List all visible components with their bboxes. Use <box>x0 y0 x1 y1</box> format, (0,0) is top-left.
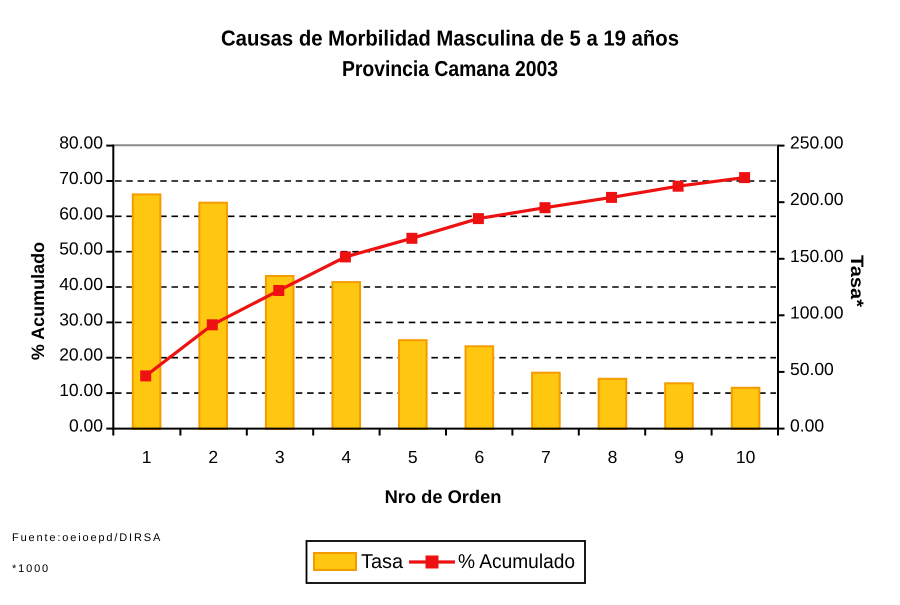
svg-text:Tasa: Tasa <box>361 551 404 573</box>
svg-text:10: 10 <box>736 447 756 467</box>
svg-text:Fuente:oeioepd/DIRSA: Fuente:oeioepd/DIRSA <box>12 532 162 544</box>
svg-text:150.00: 150.00 <box>790 246 844 266</box>
svg-text:70.00: 70.00 <box>59 168 103 188</box>
svg-text:2: 2 <box>208 447 218 467</box>
svg-text:*1000: *1000 <box>12 563 50 575</box>
svg-text:% Acumulado: % Acumulado <box>458 551 575 573</box>
svg-text:Causas de Morbilidad Masculina: Causas de Morbilidad Masculina de 5 a 19… <box>221 26 679 51</box>
svg-text:80.00: 80.00 <box>59 133 103 153</box>
svg-text:7: 7 <box>541 447 551 467</box>
svg-text:9: 9 <box>674 447 684 467</box>
svg-text:250.00: 250.00 <box>790 133 844 153</box>
svg-text:6: 6 <box>475 447 485 467</box>
svg-text:30.00: 30.00 <box>59 309 103 329</box>
svg-text:50.00: 50.00 <box>59 239 103 259</box>
svg-text:Provincia Camana 2003: Provincia Camana 2003 <box>342 56 558 81</box>
svg-text:200.00: 200.00 <box>790 189 844 209</box>
svg-text:8: 8 <box>608 447 618 467</box>
svg-text:4: 4 <box>341 447 351 467</box>
svg-text:20.00: 20.00 <box>59 345 103 365</box>
svg-text:% Acumulado: % Acumulado <box>28 242 48 360</box>
svg-text:60.00: 60.00 <box>59 203 103 223</box>
svg-text:100.00: 100.00 <box>790 302 844 322</box>
svg-text:40.00: 40.00 <box>59 274 103 294</box>
svg-text:1: 1 <box>142 447 152 467</box>
svg-text:10.00: 10.00 <box>59 380 103 400</box>
svg-text:50.00: 50.00 <box>790 359 834 379</box>
svg-text:0.00: 0.00 <box>69 416 103 436</box>
svg-text:3: 3 <box>275 447 285 467</box>
svg-text:Nro de Orden: Nro de Orden <box>385 486 502 507</box>
svg-text:0.00: 0.00 <box>790 416 824 436</box>
svg-text:5: 5 <box>408 447 418 467</box>
svg-text:Tasa*: Tasa* <box>847 255 867 307</box>
